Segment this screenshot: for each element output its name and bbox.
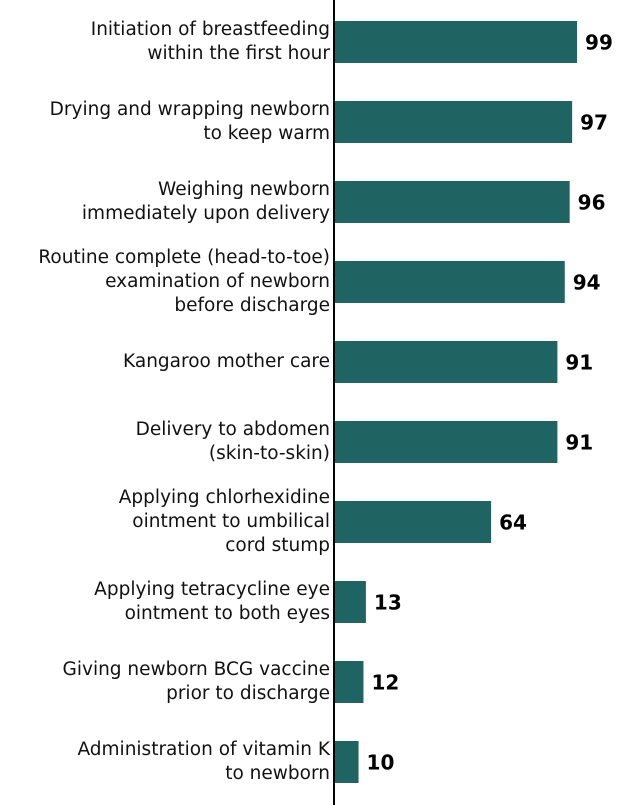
- bar: [334, 421, 558, 463]
- category-label: Kangaroo mother care: [123, 351, 330, 372]
- category-label: Initiation of breastfeeding within the f…: [90, 19, 330, 64]
- category-label: Weighing newborn immediately upon delive…: [81, 179, 330, 224]
- value-label: 96: [578, 191, 606, 215]
- bar: [334, 661, 364, 703]
- category-label: Administration of vitamin K to newborn: [77, 739, 330, 784]
- category-label: Giving newborn BCG vaccine prior to disc…: [62, 659, 330, 704]
- bar: [334, 261, 565, 303]
- value-label: 94: [573, 271, 601, 295]
- category-label: Applying chlorhexidine ointment to umbil…: [118, 487, 330, 556]
- category-label: Routine complete (head-to-toe) examinati…: [38, 247, 330, 316]
- value-label: 97: [580, 111, 608, 135]
- value-label: 10: [367, 751, 395, 775]
- bar: [334, 101, 573, 143]
- bar: [334, 581, 366, 623]
- value-label: 13: [374, 591, 402, 615]
- category-label: Drying and wrapping newborn to keep warm: [49, 99, 330, 144]
- value-label: 99: [585, 31, 613, 55]
- category-label: Applying tetracycline eye ointment to bo…: [94, 579, 330, 624]
- value-label: 64: [499, 511, 527, 535]
- bar: [334, 741, 359, 783]
- bar: [334, 181, 570, 223]
- value-label: 91: [565, 351, 593, 375]
- category-label: Delivery to abdomen (skin-to-skin): [135, 419, 330, 464]
- value-label: 91: [565, 431, 593, 455]
- bar: [334, 21, 578, 63]
- bar: [334, 341, 558, 383]
- value-label: 12: [371, 671, 399, 695]
- bar: [334, 501, 492, 543]
